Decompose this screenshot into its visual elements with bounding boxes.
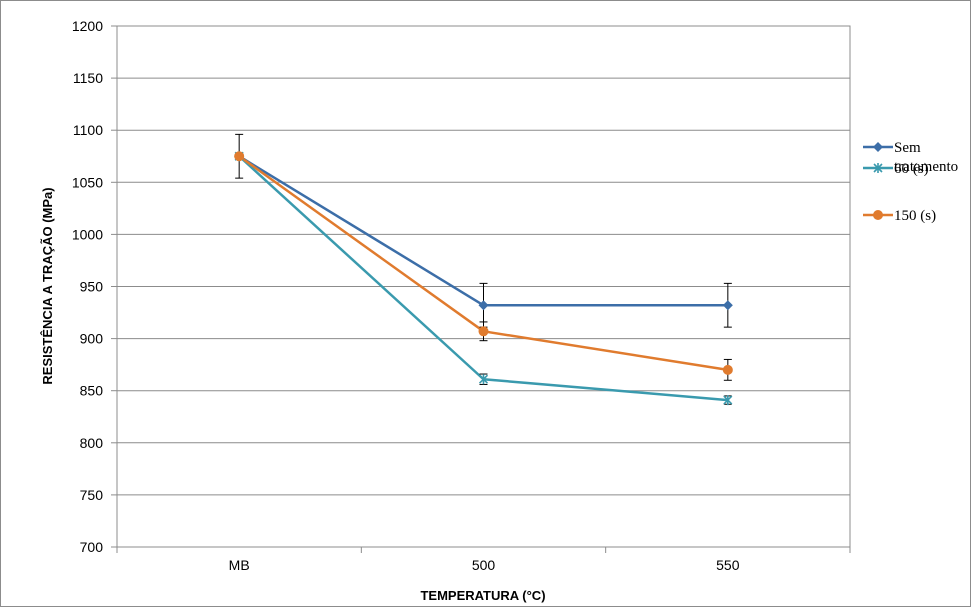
y-tick-label: 1000 (72, 226, 103, 242)
x-axis-title: TEMPERATURA (°C) (420, 588, 545, 603)
data-point (234, 151, 245, 162)
gridlines (117, 77, 850, 496)
y-tick-label: 1200 (72, 18, 103, 34)
data-point (722, 364, 733, 375)
legend-label: Sem tratamento (894, 140, 958, 175)
y-axis-title: RESISTÊNCIA A TRAÇÃO (MPa) (40, 187, 55, 384)
series (234, 133, 733, 406)
y-tick-label: 1100 (73, 122, 103, 138)
legend-item-3: 150 (s) (863, 208, 936, 224)
legend-label: 150 (s) (894, 208, 936, 224)
y-axis-ticks: 700 750 800 850 900 950 1000 1050 1100 1150 1200 (72, 18, 117, 555)
legend-marker (873, 142, 883, 152)
legend-item-1: Sem tratamento (863, 140, 958, 175)
y-tick-label: 800 (80, 435, 104, 451)
y-tick-label: 750 (80, 487, 104, 503)
data-point (722, 300, 733, 311)
y-tick-label: 850 (80, 383, 104, 399)
y-tick-label: 700 (80, 539, 104, 555)
x-tick-label: 500 (472, 557, 496, 573)
legend-item-2: 60 (s) (863, 161, 929, 177)
data-point (723, 395, 733, 406)
x-axis-ticks: MB 500 550 (116, 547, 851, 573)
legend-label: 60 (s) (894, 161, 929, 177)
x-tick-label: MB (229, 557, 250, 573)
data-point (478, 326, 489, 337)
y-tick-label: 950 (80, 279, 104, 295)
y-tick-label: 1150 (73, 70, 103, 86)
y-tick-label: 1050 (72, 174, 103, 190)
data-point (478, 374, 489, 385)
legend-marker (873, 210, 883, 220)
legend-marker (873, 163, 883, 173)
series-3-markers (234, 151, 733, 375)
x-tick-label: 550 (716, 557, 740, 573)
data-point (478, 300, 489, 311)
y-tick-label: 900 (80, 331, 104, 347)
